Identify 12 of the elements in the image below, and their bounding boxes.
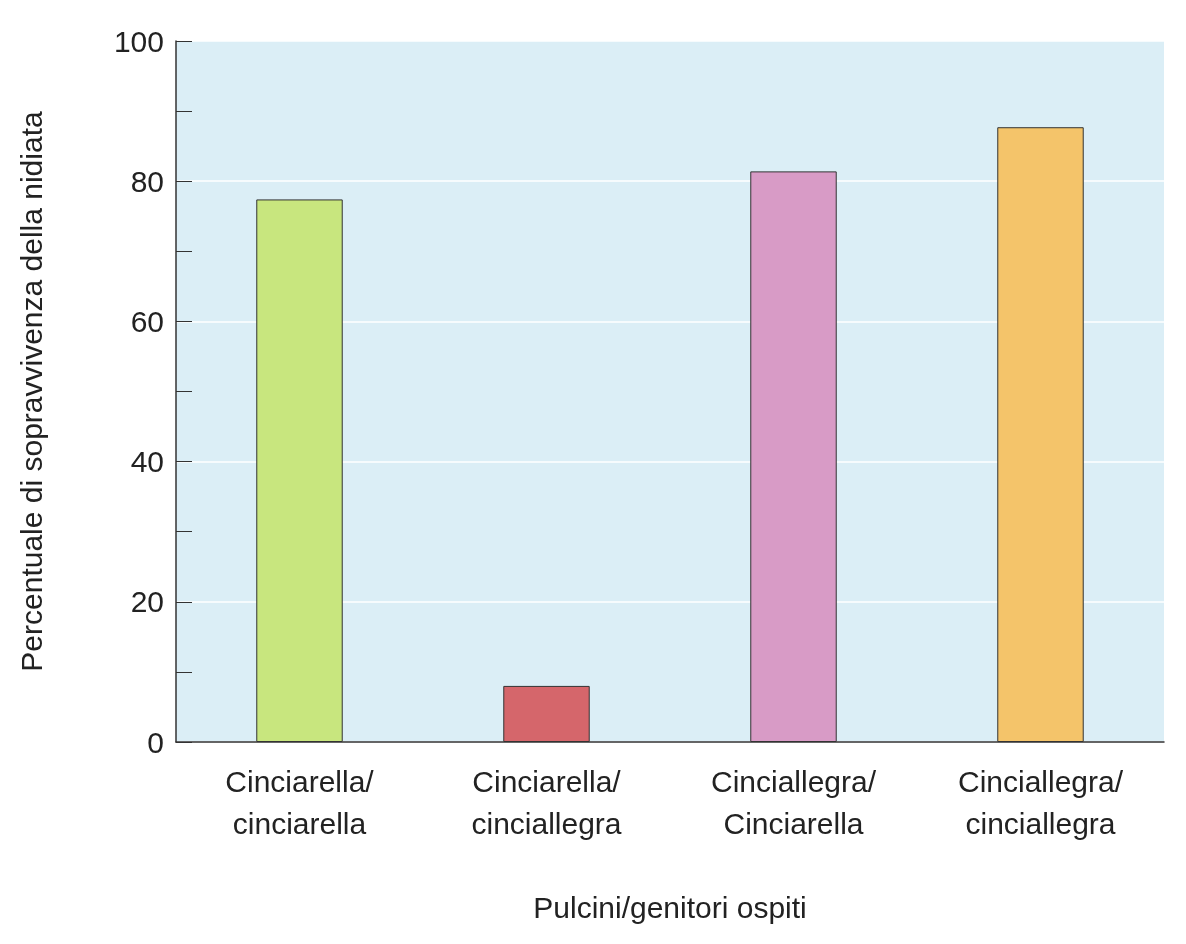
y-axis-title: Percentuale di sopravvivenza della nidiata xyxy=(14,111,48,672)
y-tick-label: 60 xyxy=(130,304,164,338)
x-axis-title: Pulcini/genitori ospiti xyxy=(533,890,807,924)
y-tick-label: 100 xyxy=(113,24,164,58)
y-tick-label: 40 xyxy=(130,445,164,479)
x-tick-label: Cinciallegra/cinciallegra xyxy=(957,764,1124,840)
y-tick-label: 0 xyxy=(147,725,164,759)
x-tick-label: Cinciarella/cinciallegra xyxy=(471,764,622,840)
y-tick-label: 80 xyxy=(130,164,164,198)
x-tick-label: Cinciarella/cinciarella xyxy=(225,764,375,840)
y-tick-label: 20 xyxy=(130,585,164,619)
x-tick-label: Cinciallegra/Cinciarella xyxy=(710,764,877,840)
